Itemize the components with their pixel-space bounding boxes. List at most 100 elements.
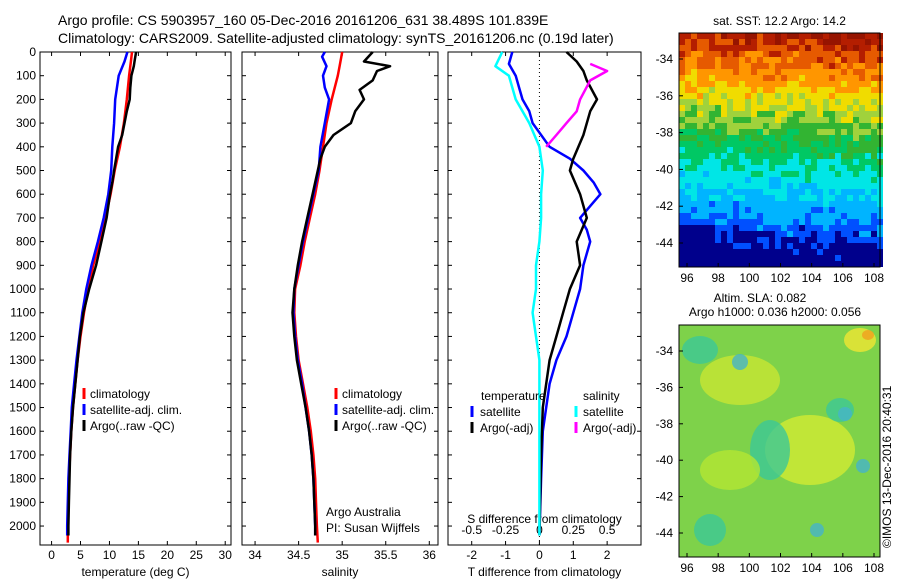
sst-cell	[799, 141, 805, 147]
sst-cell	[703, 225, 709, 231]
sst-cell	[727, 201, 733, 207]
y-tick-label: 600	[16, 187, 36, 201]
sst-cell	[691, 261, 697, 267]
sst-cell	[859, 105, 865, 111]
sst-cell	[829, 207, 835, 213]
sst-cell	[799, 33, 805, 39]
sst-cell	[799, 255, 805, 261]
sst-cell	[853, 87, 859, 93]
sst-cell	[805, 255, 811, 261]
sla-anomaly-patch	[862, 330, 874, 340]
difference-frame	[447, 51, 642, 546]
sst-cell	[865, 123, 871, 129]
sst-cell	[793, 93, 799, 99]
sst-cell	[739, 207, 745, 213]
sst-cell	[769, 159, 775, 165]
sst-cell	[829, 189, 835, 195]
sst-cell	[745, 81, 751, 87]
sst-cell	[769, 39, 775, 45]
sst-cell	[871, 237, 877, 243]
sst-cell	[763, 75, 769, 81]
sst-cell	[715, 129, 721, 135]
sst-cell	[853, 153, 859, 159]
sst-cell	[745, 57, 751, 63]
sst-cell	[817, 249, 823, 255]
sst-cell	[823, 135, 829, 141]
sst-cell	[685, 261, 691, 267]
sst-cell	[727, 147, 733, 153]
sst-cell	[853, 57, 859, 63]
sst-cell	[823, 153, 829, 159]
sst-cell	[847, 45, 853, 51]
sst-cell	[793, 135, 799, 141]
sst-cell	[781, 69, 787, 75]
sst-cell	[799, 261, 805, 267]
sst-cell	[823, 219, 829, 225]
sst-cell	[685, 99, 691, 105]
sst-cell	[721, 75, 727, 81]
sst-cell	[793, 249, 799, 255]
sst-cell	[829, 99, 835, 105]
sst-cell	[865, 69, 871, 75]
sst-cell	[757, 111, 763, 117]
sst-cell	[697, 87, 703, 93]
sst-cell	[763, 147, 769, 153]
sst-cell	[799, 237, 805, 243]
sst-cell	[715, 201, 721, 207]
legend-label: Argo(-adj)	[583, 421, 636, 435]
sst-cell	[757, 207, 763, 213]
sst-cell	[823, 123, 829, 129]
sst-cell	[805, 99, 811, 105]
sst-cell	[733, 111, 739, 117]
sst-cell	[679, 243, 685, 249]
sst-cell	[865, 261, 871, 267]
sst-cell	[715, 153, 721, 159]
sst-cell	[715, 171, 721, 177]
x-tick-label: 2	[604, 548, 611, 562]
x-axis-label: temperature (deg C)	[81, 565, 189, 579]
sst-cell	[805, 177, 811, 183]
sst-cell	[787, 243, 793, 249]
sst-cell	[751, 75, 757, 81]
sst-cell	[739, 147, 745, 153]
sst-cell	[829, 165, 835, 171]
sst-cell	[721, 141, 727, 147]
sst-cell	[841, 117, 847, 123]
sst-cell	[709, 189, 715, 195]
sst-cell	[703, 219, 709, 225]
sst-cell	[799, 69, 805, 75]
x-tick-label: 35.5	[374, 548, 398, 562]
sst-cell	[853, 225, 859, 231]
sst-cell	[793, 261, 799, 267]
sst-cell	[757, 201, 763, 207]
sst-cell	[823, 171, 829, 177]
legend-label: salinity	[583, 389, 620, 403]
sst-cell	[679, 171, 685, 177]
sst-cell	[799, 147, 805, 153]
sst-cell	[739, 141, 745, 147]
sst-cell	[811, 93, 817, 99]
sst-cell	[835, 177, 841, 183]
sst-cell	[715, 39, 721, 45]
map-y-tick-label: -42	[656, 490, 674, 504]
sst-cell	[781, 81, 787, 87]
y-tick-label: 0	[29, 45, 36, 59]
sst-cell	[769, 237, 775, 243]
sst-cell	[841, 45, 847, 51]
sst-cell	[871, 33, 877, 39]
sst-cell	[709, 93, 715, 99]
map-y-tick-label: -42	[656, 199, 674, 213]
sst-cell	[853, 75, 859, 81]
sst-cell	[817, 261, 823, 267]
sst-cell	[769, 213, 775, 219]
sst-cell	[787, 201, 793, 207]
sst-cell	[733, 87, 739, 93]
sst-cell	[721, 261, 727, 267]
sst-cell	[679, 201, 685, 207]
sst-cell	[769, 141, 775, 147]
sst-cell	[847, 207, 853, 213]
x-tick-label: 35	[335, 548, 349, 562]
sst-cell	[835, 45, 841, 51]
sst-cell	[739, 219, 745, 225]
sst-cell	[787, 249, 793, 255]
